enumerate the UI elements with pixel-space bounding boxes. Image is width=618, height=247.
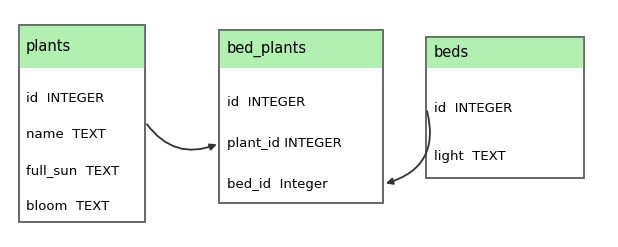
Bar [426,37,584,178]
Text: full_sun  TEXT: full_sun TEXT [26,164,119,177]
Bar [19,25,145,222]
Bar [19,25,145,222]
Bar [426,37,584,178]
Bar [426,37,584,68]
Text: id  INTEGER: id INTEGER [434,102,512,115]
Bar [19,25,145,68]
Text: bed_plants: bed_plants [227,41,307,57]
Text: beds: beds [434,45,469,60]
Text: id  INTEGER: id INTEGER [26,92,104,105]
Text: name  TEXT: name TEXT [26,128,106,141]
Text: plant_id INTEGER: plant_id INTEGER [227,137,342,150]
Text: bloom  TEXT: bloom TEXT [26,200,109,213]
Bar [219,30,383,203]
Bar [219,30,383,203]
Text: id  INTEGER: id INTEGER [227,96,305,109]
Text: light  TEXT: light TEXT [434,150,506,163]
Text: plants: plants [26,39,71,54]
Bar [219,30,383,68]
Text: bed_id  Integer: bed_id Integer [227,178,328,191]
